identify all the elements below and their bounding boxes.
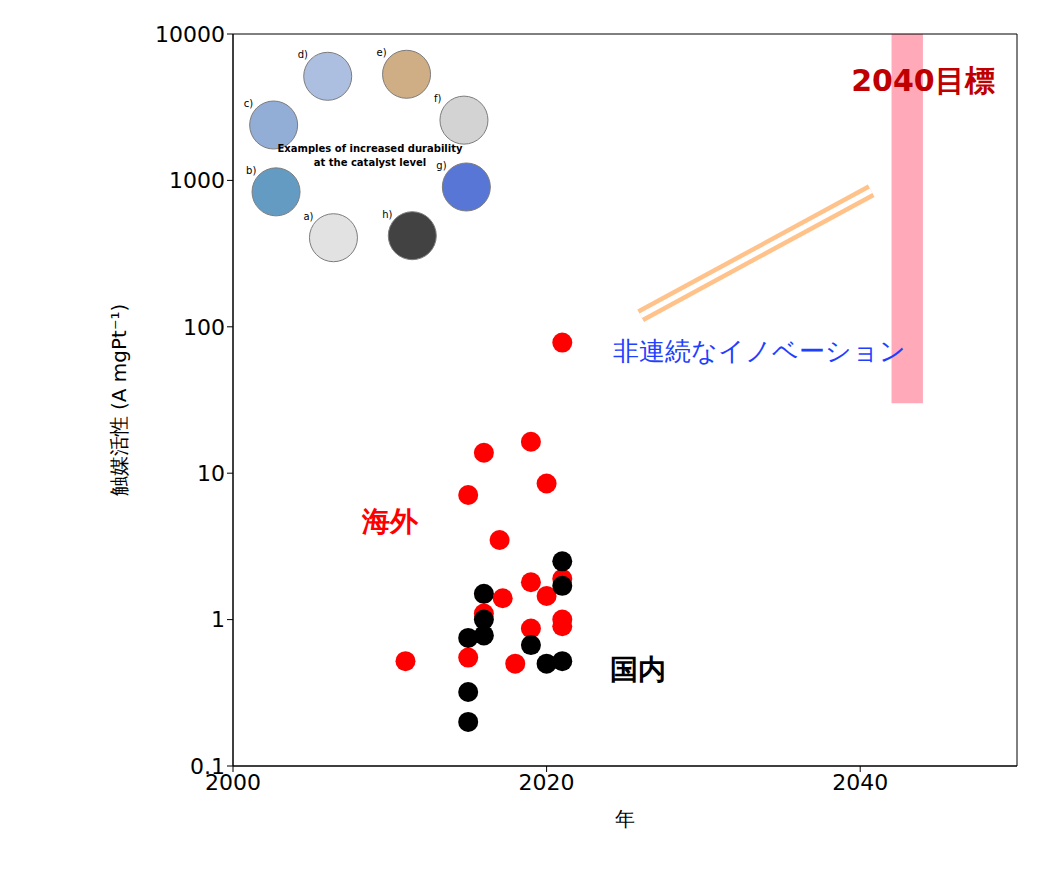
svg-text:f): f): [434, 93, 442, 104]
svg-text:10000: 10000: [155, 22, 225, 47]
svg-text:h): h): [382, 209, 392, 220]
svg-text:2000: 2000: [205, 769, 261, 795]
svg-text:c): c): [244, 98, 253, 109]
svg-text:at the catalyst level: at the catalyst level: [314, 157, 426, 168]
svg-text:2040: 2040: [832, 770, 888, 795]
svg-text:100: 100: [183, 315, 225, 340]
svg-text:b): b): [246, 165, 256, 176]
svg-text:10: 10: [197, 461, 225, 486]
svg-text:1: 1: [211, 607, 225, 632]
svg-text:国内: 国内: [610, 653, 666, 686]
svg-text:2020: 2020: [519, 770, 575, 795]
svg-text:海外: 海外: [361, 505, 419, 538]
svg-text:Examples of increased durabili: Examples of increased durability: [278, 143, 463, 154]
svg-text:年: 年: [615, 807, 635, 831]
svg-text:g): g): [436, 160, 446, 171]
svg-text:a): a): [303, 211, 313, 222]
svg-text:触媒活性 (A mgPt⁻¹): 触媒活性 (A mgPt⁻¹): [107, 304, 131, 497]
svg-text:非連続なイノベーション: 非連続なイノベーション: [613, 336, 906, 366]
svg-text:d): d): [298, 49, 308, 60]
svg-text:e): e): [377, 47, 387, 58]
svg-text:0.1: 0.1: [190, 754, 225, 779]
svg-text:1000: 1000: [169, 168, 225, 193]
svg-text:2040目標: 2040目標: [851, 63, 995, 98]
